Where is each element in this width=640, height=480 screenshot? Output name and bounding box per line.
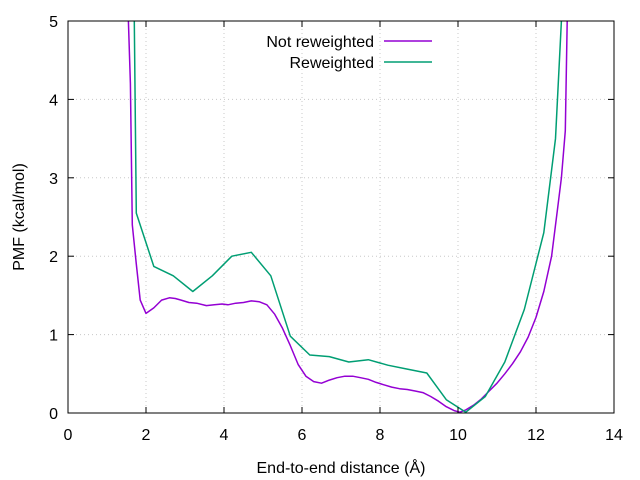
x-tick-label: 2: [142, 427, 151, 444]
series-line-reweighted: [133, 21, 563, 413]
y-tick-label: 0: [49, 406, 58, 423]
y-axis-label: PMF (kcal/mol): [11, 163, 28, 271]
y-tick-label: 4: [49, 92, 58, 109]
y-tick-label: 5: [49, 14, 58, 31]
y-tick-label: 2: [49, 249, 58, 266]
axis-ticks: [67, 20, 615, 414]
legend: Not reweighted Reweighted: [266, 34, 432, 72]
x-tick-label: 6: [298, 427, 307, 444]
legend-label: Reweighted: [290, 55, 375, 72]
x-tick-label: 4: [220, 427, 229, 444]
x-tick-label: 0: [64, 427, 73, 444]
plot-frame: [67, 20, 615, 414]
x-tick-label: 10: [449, 427, 467, 444]
y-tick-label: 3: [49, 171, 58, 188]
x-tick-label: 12: [527, 427, 545, 444]
series-line-not-reweighted: [127, 21, 568, 413]
y-tick-label: 1: [49, 328, 58, 345]
x-axis-label: End-to-end distance (Å): [257, 458, 426, 477]
series-lines: [127, 21, 568, 413]
grid-lines: [68, 21, 614, 413]
x-tick-label: 8: [376, 427, 385, 444]
legend-label: Not reweighted: [266, 34, 374, 51]
x-tick-label: 14: [605, 427, 623, 444]
